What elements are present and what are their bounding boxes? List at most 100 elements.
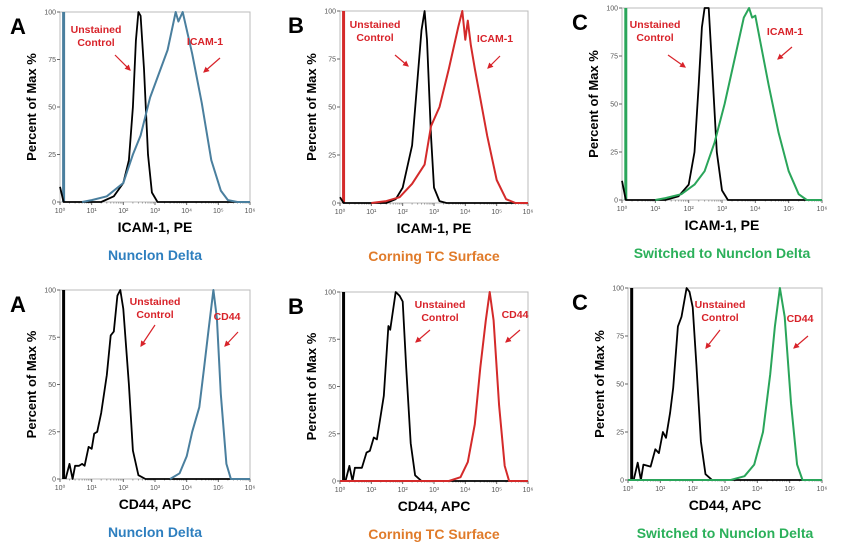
marker-curve: [655, 7, 822, 201]
x-tick-label: 10³: [720, 486, 731, 493]
panel-subtitle: Nunclon Delta: [108, 247, 202, 263]
y-axis-label: Percent of Max %: [586, 50, 601, 158]
x-tick-label: 10⁴: [181, 208, 192, 215]
x-tick-label: 10⁶: [245, 208, 256, 215]
x-axis-label: ICAM-1, PE: [397, 220, 472, 236]
y-tick-label: 25: [48, 152, 56, 159]
x-tick-label: 10⁶: [817, 486, 828, 493]
panel-letter: A: [10, 292, 26, 317]
y-tick-label: 100: [44, 288, 56, 295]
x-tick-label: 10⁰: [55, 484, 66, 492]
x-tick-label: 10⁰: [335, 208, 346, 216]
y-tick-label: 0: [52, 200, 56, 207]
y-tick-label: 0: [332, 479, 336, 486]
panel-subtitle: Corning TC Surface: [368, 248, 500, 264]
panel-letter: B: [288, 13, 304, 38]
x-tick-label: 10¹: [366, 209, 377, 216]
x-axis-label: CD44, APC: [398, 498, 471, 514]
x-tick-label: 10³: [429, 487, 440, 494]
y-axis-label: Percent of Max %: [592, 330, 607, 438]
unstained-control-curve: [344, 291, 528, 482]
y-tick-label: 0: [332, 201, 336, 208]
histogram-panel-6: C 0 25 50 75 100 10⁰ 10¹ 10² 10³ 10⁴ 10⁵ 10⁶ Percent …: [572, 286, 827, 542]
panel-letter: C: [572, 10, 588, 35]
marker-arrow-icon: [203, 57, 221, 73]
x-tick-label: 10⁴: [460, 209, 471, 216]
histogram-panel-3: C 0 25 50 75 100 10⁰ 10¹ 10² 10³ 10⁴ 10⁵ 10⁶ Percent …: [572, 6, 827, 262]
y-tick-label: 75: [610, 54, 618, 61]
marker-arrow-icon: [793, 335, 809, 349]
y-tick-label: 25: [610, 150, 618, 157]
x-tick-label: 10⁰: [617, 205, 628, 213]
x-tick-label: 10²: [684, 206, 695, 213]
panel-subtitle: Corning TC Surface: [368, 526, 500, 542]
marker-curve: [81, 11, 250, 203]
x-tick-label: 10⁴: [181, 485, 192, 492]
y-tick-label: 25: [328, 431, 336, 438]
x-tick-label: 10²: [688, 486, 699, 493]
annotation-control: Control: [136, 309, 173, 321]
x-tick-label: 10²: [118, 208, 129, 215]
annotation-control: Control: [356, 32, 393, 44]
x-tick-label: 10²: [398, 487, 409, 494]
x-tick-label: 10¹: [87, 208, 98, 215]
unstained-control-curve: [339, 10, 528, 204]
y-tick-label: 25: [328, 153, 336, 160]
x-tick-label: 10¹: [655, 486, 666, 493]
x-tick-label: 10⁵: [784, 486, 795, 493]
panel-letter: B: [288, 294, 304, 319]
x-tick-label: 10³: [150, 485, 161, 492]
annotation-unstained: Unstained: [350, 19, 401, 31]
y-tick-label: 100: [324, 290, 336, 297]
marker-curve: [169, 289, 250, 480]
x-tick-label: 10⁵: [491, 487, 502, 494]
annotation-unstained: Unstained: [130, 296, 181, 308]
x-axis-label: ICAM-1, PE: [118, 219, 193, 235]
x-tick-label: 10⁵: [491, 209, 502, 216]
annotation-control: Control: [636, 32, 673, 44]
x-axis-label: ICAM-1, PE: [685, 217, 760, 233]
panel-subtitle: Switched to Nunclon Delta: [637, 525, 814, 541]
control-arrow-icon: [140, 324, 156, 347]
y-tick-label: 50: [328, 384, 336, 391]
y-axis-label: Percent of Max %: [24, 53, 39, 161]
y-tick-label: 0: [620, 478, 624, 485]
x-axis-label: CD44, APC: [119, 496, 192, 512]
y-axis-label: Percent of Max %: [304, 332, 319, 440]
marker-arrow-icon: [777, 46, 793, 60]
y-tick-label: 75: [328, 57, 336, 64]
annotation-marker: ICAM-1: [477, 33, 513, 45]
y-tick-label: 75: [48, 57, 56, 64]
x-tick-label: 10⁶: [523, 487, 534, 494]
control-arrow-icon: [415, 329, 431, 343]
panel-letter: C: [572, 290, 588, 315]
annotation-control: Control: [421, 312, 458, 324]
y-tick-label: 25: [48, 429, 56, 436]
annotation-marker: ICAM-1: [767, 26, 803, 38]
marker-curve: [628, 287, 822, 481]
unstained-control-curve: [64, 289, 250, 480]
y-tick-label: 75: [48, 335, 56, 342]
y-tick-label: 75: [328, 337, 336, 344]
x-tick-label: 10⁵: [213, 485, 224, 492]
x-tick-label: 10⁶: [817, 206, 828, 213]
x-tick-label: 10⁴: [460, 487, 471, 494]
control-arrow-icon: [114, 54, 131, 71]
control-arrow-icon: [667, 54, 686, 68]
x-tick-label: 10¹: [366, 487, 377, 494]
x-tick-label: 10⁰: [623, 485, 634, 493]
x-tick-label: 10¹: [87, 485, 98, 492]
marker-curve: [371, 10, 528, 204]
x-tick-label: 10⁵: [213, 208, 224, 215]
x-tick-label: 10³: [429, 209, 440, 216]
y-tick-label: 75: [616, 334, 624, 341]
y-tick-label: 50: [48, 105, 56, 112]
annotation-marker: CD44: [787, 313, 814, 325]
histogram-panel-2: B 0 25 50 75 100 10⁰ 10¹ 10² 10³ 10⁴ 10⁵ 10⁶ Percent …: [288, 9, 533, 265]
annotation-marker: CD44: [502, 309, 529, 321]
x-tick-label: 10⁴: [750, 206, 761, 213]
y-tick-label: 50: [610, 102, 618, 109]
y-tick-label: 25: [616, 430, 624, 437]
x-tick-label: 10⁶: [523, 209, 534, 216]
